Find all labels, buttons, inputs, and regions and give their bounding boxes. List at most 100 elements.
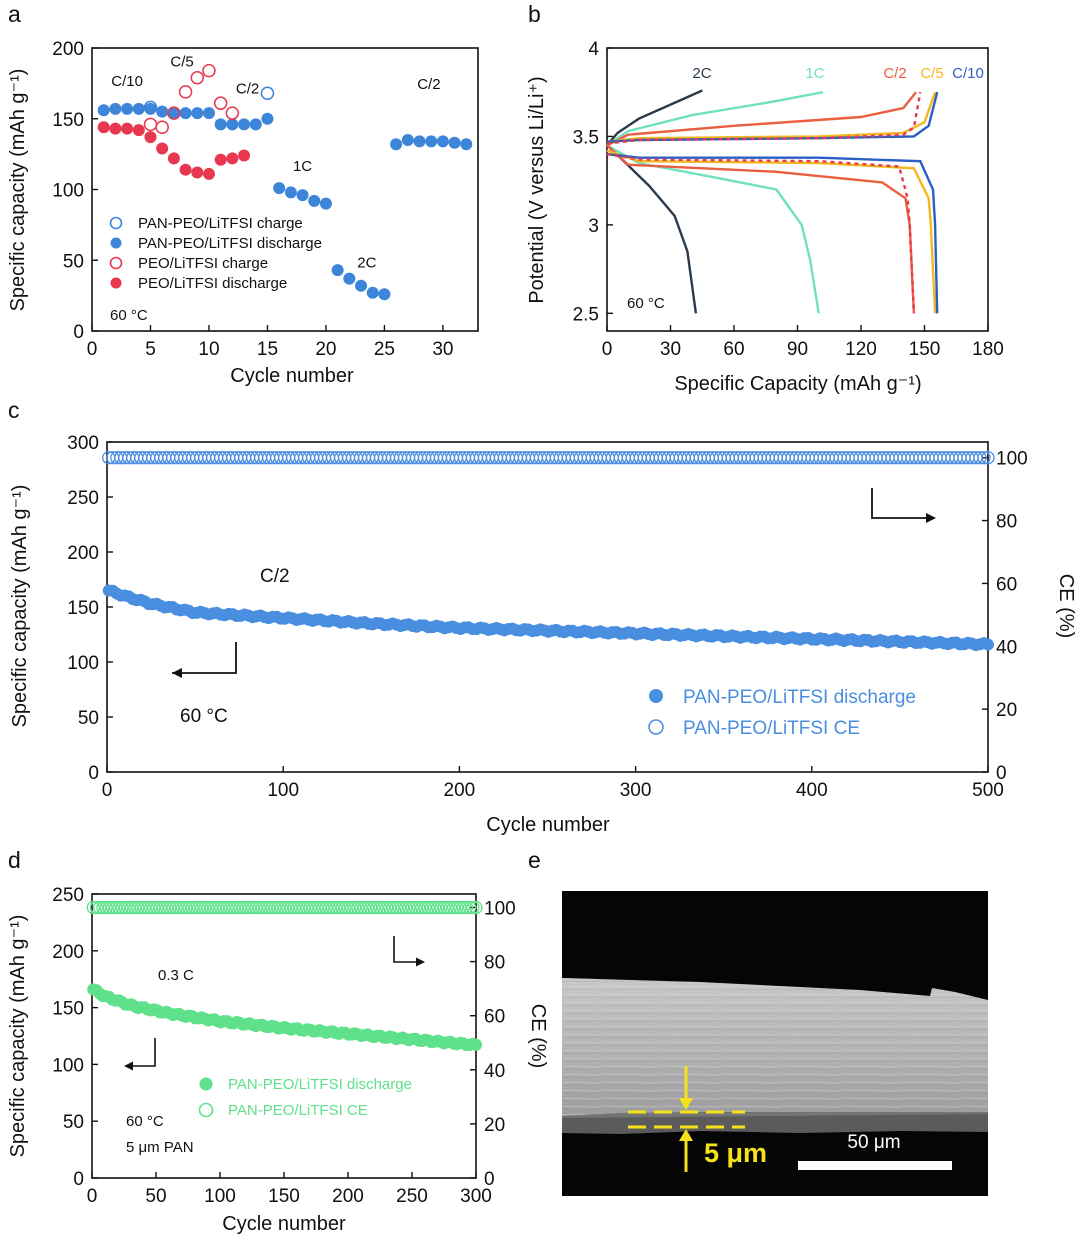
ce-point xyxy=(169,900,183,915)
data-point xyxy=(260,86,275,101)
ce-point xyxy=(466,900,480,915)
ce-point xyxy=(144,900,158,915)
curve-discharge xyxy=(606,144,916,314)
curve-discharge xyxy=(606,144,820,314)
curve-charge xyxy=(606,91,824,147)
ce-point xyxy=(131,900,145,915)
ce-point xyxy=(207,900,222,915)
rate-label: C/2 xyxy=(417,76,440,93)
ce-point xyxy=(156,900,171,915)
ce-point xyxy=(431,900,445,915)
ce-point xyxy=(217,900,231,915)
x-tick-label: 200 xyxy=(444,780,476,801)
ce-point xyxy=(134,900,148,915)
ce-point xyxy=(453,900,467,915)
data-point xyxy=(202,107,215,120)
ce-point xyxy=(434,900,448,915)
ce-point xyxy=(383,900,397,915)
ce-point xyxy=(319,900,333,915)
panel-a-chart: 0 5 10 15 20 25 30 0 50 100 150 200 Cycle number S… xyxy=(7,39,479,387)
ce-point xyxy=(236,900,250,915)
legend-marker-peo-discharge xyxy=(110,277,122,289)
x-tick-label: 400 xyxy=(796,780,828,801)
ce-point xyxy=(163,900,177,915)
ce-point xyxy=(118,900,132,915)
data-point xyxy=(378,288,391,301)
ce-point xyxy=(322,900,336,915)
panel-d-rate: 0.3 C xyxy=(158,967,194,984)
y-tick-label: 0 xyxy=(73,1169,84,1190)
ce-point xyxy=(415,900,429,915)
discharge-point xyxy=(470,1038,482,1051)
ce-point xyxy=(981,451,995,465)
data-point xyxy=(355,279,368,292)
ce-point xyxy=(354,900,368,915)
data-point xyxy=(331,264,344,277)
x-tick-label: 10 xyxy=(198,339,219,360)
ce-point xyxy=(367,900,381,915)
ce-point xyxy=(128,900,142,915)
y-tick-label: 250 xyxy=(67,488,99,509)
panel-c-xlabel: Cycle number xyxy=(486,814,610,836)
ce-point xyxy=(338,900,352,915)
curve-charge xyxy=(606,91,937,143)
data-point xyxy=(144,131,157,144)
ce-point xyxy=(287,900,301,915)
ce-point xyxy=(370,900,384,915)
panel-d-legend-ce: PAN-PEO/LiTFSI CE xyxy=(228,1102,368,1119)
x-tick-label: 90 xyxy=(787,339,808,360)
ce-point xyxy=(124,900,139,915)
panel-c-temperature: 60 °C xyxy=(180,706,228,727)
x-tick-label: 0 xyxy=(87,1186,98,1207)
ce-point xyxy=(437,900,451,915)
x-tick-label: 180 xyxy=(972,339,1004,360)
data-point xyxy=(143,117,158,132)
ce-point xyxy=(121,900,136,915)
ce-point xyxy=(166,900,180,915)
data-point xyxy=(460,138,473,151)
legend-label-pan-discharge: PAN-PEO/LiTFSI discharge xyxy=(138,235,322,252)
ce-point xyxy=(274,900,289,915)
panel-c-ylabel: Specific capacity (mAh g⁻¹) xyxy=(9,485,31,728)
ce-point xyxy=(188,900,202,915)
data-point xyxy=(390,138,403,151)
legend-label-peo-charge: PEO/LiTFSI charge xyxy=(138,255,268,272)
data-point xyxy=(191,166,204,179)
arrow-right-icon xyxy=(393,936,420,963)
ce-point xyxy=(108,900,123,915)
panel-d-note: 5 μm PAN xyxy=(126,1139,194,1156)
data-point xyxy=(109,122,122,135)
panel-b-xlabel: Specific Capacity (mAh g⁻¹) xyxy=(674,373,921,395)
sem-scale-label: 50 μm xyxy=(847,1132,900,1153)
data-point xyxy=(413,135,426,148)
panel-c-rate: C/2 xyxy=(260,566,290,587)
ce-point xyxy=(309,900,324,915)
ce-point xyxy=(185,900,199,915)
rate-label: C/5 xyxy=(170,53,193,70)
y-tick-label: 200 xyxy=(52,942,84,963)
ce-point xyxy=(399,900,413,915)
ce-point xyxy=(364,900,378,915)
legend-marker-pan-discharge xyxy=(110,237,122,249)
curve-discharge xyxy=(606,152,939,314)
x-tick-label: 0 xyxy=(87,339,98,360)
panel-letter-a: a xyxy=(8,1,21,27)
ce-point xyxy=(977,451,991,465)
x-tick-label: 20 xyxy=(315,339,336,360)
ce-point xyxy=(204,900,218,915)
arrow-left-head-icon xyxy=(124,1061,133,1071)
ce-point xyxy=(405,900,419,915)
data-point xyxy=(284,186,297,199)
ce-point xyxy=(316,900,330,915)
ce-point xyxy=(411,900,426,915)
data-point xyxy=(167,107,180,120)
ce-point xyxy=(427,900,442,915)
ce-point xyxy=(325,900,340,915)
data-point xyxy=(109,102,122,115)
panel-b-chart: 0 30 60 90 120 150 180 2.5 3 3.5 4 2C 1C C/2 C/5 C/10… xyxy=(526,39,1004,395)
y-tick-label: 2.5 xyxy=(573,304,599,325)
y-tick-label: 150 xyxy=(67,598,99,619)
ce-point xyxy=(392,900,407,915)
data-point xyxy=(167,106,181,120)
ce-point xyxy=(179,900,193,915)
